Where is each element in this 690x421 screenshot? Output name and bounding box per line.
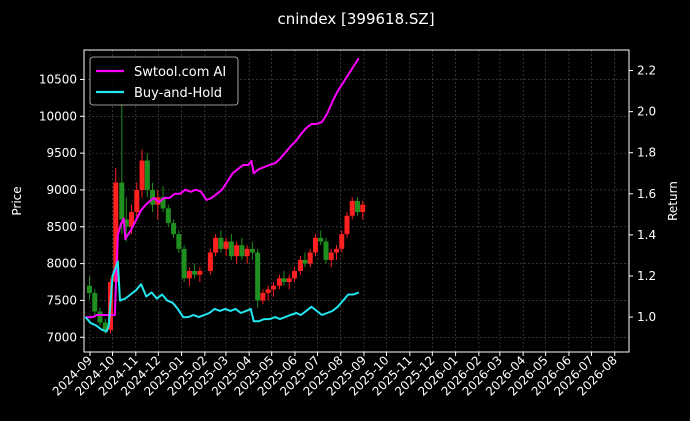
candle-body <box>186 270 192 279</box>
candle-body <box>234 245 240 257</box>
candle-body <box>307 252 313 264</box>
legend: Swtool.com AI Buy-and-Hold <box>89 56 239 106</box>
candle-body <box>244 248 250 257</box>
chart-title: cnindex [399618.SZ] <box>277 10 434 28</box>
candle-body <box>223 241 229 249</box>
candle-body <box>207 252 213 271</box>
candle-body <box>302 259 308 264</box>
y-tick-label: 9500 <box>46 146 77 160</box>
y2-tick-label: 1.8 <box>637 146 656 160</box>
y2-tick-label: 1.6 <box>637 187 656 201</box>
y-tick-label: 8000 <box>46 257 77 271</box>
candle-body <box>197 270 203 275</box>
candle-body <box>360 204 366 213</box>
candle-body <box>160 197 166 209</box>
grid <box>84 50 629 352</box>
y-tick-label: 7500 <box>46 293 77 307</box>
y2-tick-label: 1.0 <box>637 310 656 324</box>
candle-body <box>323 241 329 260</box>
legend-label: Swtool.com AI <box>134 65 226 80</box>
legend-label: Buy-and-Hold <box>134 86 222 101</box>
candle-body <box>119 182 125 220</box>
candle-body <box>92 293 98 312</box>
candle-body <box>102 322 108 330</box>
candle-body <box>349 201 355 216</box>
candle-body <box>144 160 150 190</box>
candle-body <box>276 278 282 286</box>
candle-body <box>312 237 318 253</box>
candle-body <box>171 223 177 235</box>
candle-body <box>123 219 129 227</box>
candle-body <box>291 270 297 279</box>
plot-frame <box>83 49 630 353</box>
candle-body <box>333 248 339 253</box>
candle-body <box>270 285 276 290</box>
candle-body <box>228 241 234 257</box>
candle-body <box>97 311 103 323</box>
y2-tick-label: 1.2 <box>637 269 656 283</box>
candle-body <box>318 237 324 242</box>
candle-body <box>218 237 224 249</box>
y-axis-left: 7000 7500 8000 8500 9000 9500 10000 10500 <box>39 72 84 344</box>
y-tick-label: 10000 <box>39 109 77 123</box>
series-lines <box>84 57 360 333</box>
candle-body <box>165 208 171 224</box>
candle-body <box>134 189 140 213</box>
legend-box <box>89 56 239 106</box>
candle-body <box>255 252 261 301</box>
candle-body <box>176 234 182 249</box>
candle-body <box>328 252 334 260</box>
candle-body <box>265 289 271 294</box>
candle-body <box>354 201 360 213</box>
candle-body <box>297 259 303 271</box>
candle-body <box>249 248 255 253</box>
y2-tick-label: 2.0 <box>637 105 656 119</box>
y-tick-label: 8500 <box>46 220 77 234</box>
y-tick-label: 7000 <box>46 330 77 344</box>
candle-body <box>192 270 198 275</box>
candle-body <box>344 215 350 235</box>
series-line-swtool <box>85 57 360 319</box>
y-axis-title: Price <box>10 186 24 215</box>
y2-tick-label: 1.4 <box>637 228 656 242</box>
y2-tick-label: 2.2 <box>637 64 656 78</box>
candle-body <box>286 278 292 283</box>
y2-axis-title: Return <box>666 181 680 221</box>
candle-body <box>181 248 187 279</box>
y-tick-label: 9000 <box>46 183 77 197</box>
candle-body <box>239 245 245 257</box>
candle-body <box>150 189 156 205</box>
y-tick-label: 10500 <box>39 72 77 86</box>
candle-body <box>260 293 266 301</box>
y-axis-right: 1.0 1.2 1.4 1.6 1.8 2.0 2.2 <box>629 64 656 324</box>
candle-body <box>113 182 119 283</box>
series-line-buy-and-hold <box>84 260 360 333</box>
candle-body <box>139 160 145 190</box>
candle-body <box>213 237 219 253</box>
candle-body <box>87 285 93 294</box>
candle-body <box>339 234 345 249</box>
candlesticks <box>87 101 366 334</box>
candle-body <box>281 278 287 283</box>
candle-body <box>129 212 135 227</box>
